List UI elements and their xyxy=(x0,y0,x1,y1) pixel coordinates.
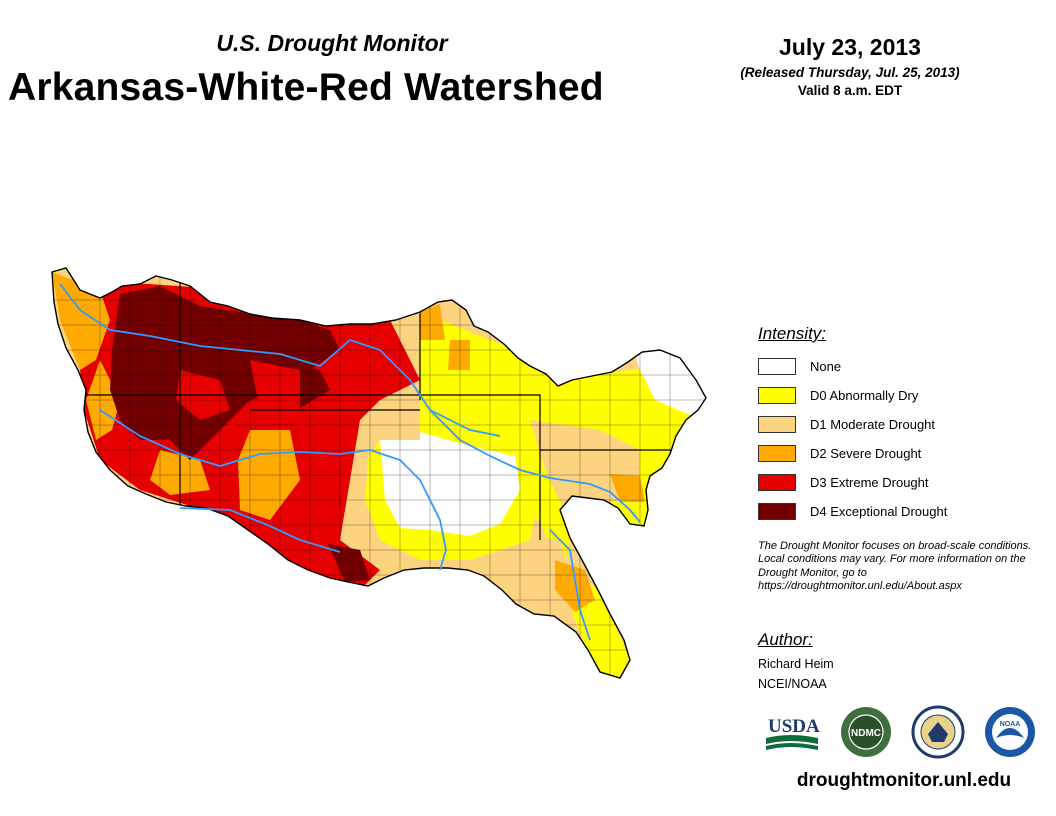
legend-swatch xyxy=(758,416,796,433)
map-date: July 23, 2013 xyxy=(779,34,921,60)
legend-label: D1 Moderate Drought xyxy=(810,417,936,432)
legend-item-none: None xyxy=(758,352,1048,381)
legend-heading: Intensity: xyxy=(758,324,827,343)
doc-seal-logo xyxy=(911,705,965,759)
legend-swatch xyxy=(758,445,796,462)
legend-item-d4: D4 Exceptional Drought xyxy=(758,497,1048,526)
partner-logos: USDA NDMC NOAA xyxy=(766,705,1035,759)
legend-item-d2: D2 Severe Drought xyxy=(758,439,1048,468)
disclaimer-note: The Drought Monitor focuses on broad-sca… xyxy=(758,540,1032,592)
ndmc-logo: NDMC xyxy=(841,707,891,757)
map-title: Arkansas-White-Red Watershed xyxy=(8,66,604,109)
legend-item-d3: D3 Extreme Drought xyxy=(758,468,1048,497)
legend-swatch xyxy=(758,503,796,520)
author-org: NCEI/NOAA xyxy=(758,677,827,691)
drought-map xyxy=(51,267,707,679)
usda-logo: USDA xyxy=(766,716,820,750)
ndmc-logo-text: NDMC xyxy=(851,728,881,739)
author-heading: Author: xyxy=(758,630,813,649)
legend-item-d0: D0 Abnormally Dry xyxy=(758,381,1048,410)
legend-label: D4 Exceptional Drought xyxy=(810,504,948,519)
noaa-logo-text: NOAA xyxy=(1000,721,1021,728)
release-date: (Released Thursday, Jul. 25, 2013) xyxy=(740,65,960,80)
author-name: Richard Heim xyxy=(758,657,834,671)
legend-label: D2 Severe Drought xyxy=(810,446,922,461)
noaa-logo: NOAA xyxy=(985,707,1035,757)
legend-item-d1: D1 Moderate Drought xyxy=(758,410,1048,439)
map-subtitle: U.S. Drought Monitor xyxy=(216,30,448,56)
usda-logo-text: USDA xyxy=(768,716,820,737)
legend-label: None xyxy=(810,359,842,374)
date-block: July 23, 2013 (Released Thursday, Jul. 2… xyxy=(700,34,1000,98)
legend-swatch xyxy=(758,387,796,404)
legend: Intensity: None D0 Abnormally Dry D1 Mod… xyxy=(758,324,1048,526)
legend-label: D0 Abnormally Dry xyxy=(810,388,919,403)
legend-swatch xyxy=(758,474,796,491)
legend-label: D3 Extreme Drought xyxy=(810,475,929,490)
legend-swatch xyxy=(758,358,796,375)
website-url: droughtmonitor.unl.edu xyxy=(796,770,1012,791)
valid-time: Valid 8 a.m. EDT xyxy=(797,83,903,98)
